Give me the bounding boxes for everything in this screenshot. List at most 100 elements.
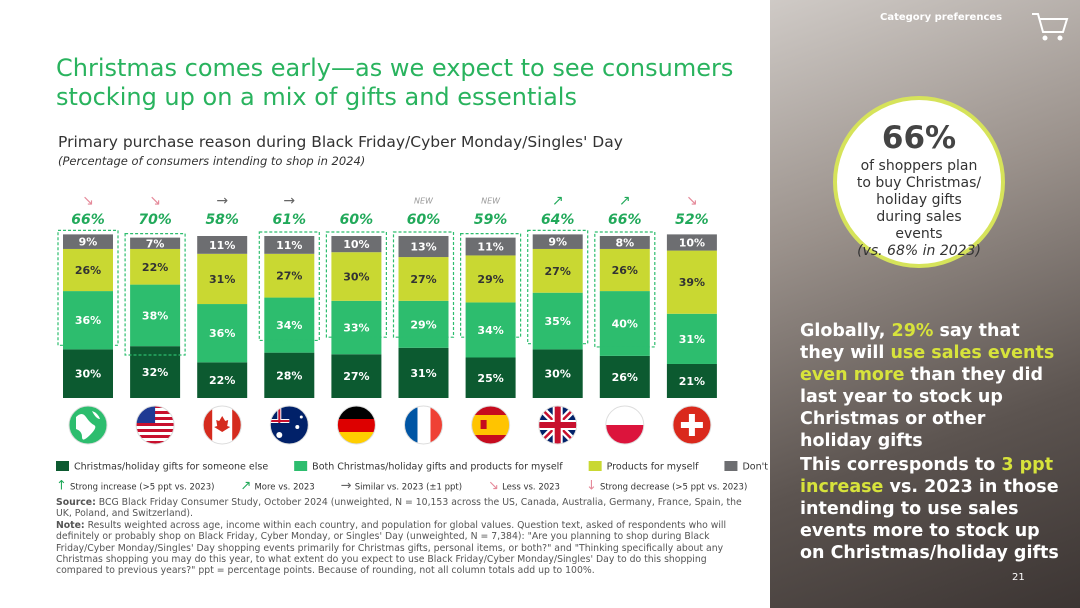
section-label: Category preferences bbox=[880, 12, 1003, 23]
flag-art bbox=[69, 406, 107, 444]
legend-swatch bbox=[294, 461, 308, 471]
data-label: 38% bbox=[142, 309, 168, 322]
flag-part bbox=[76, 411, 100, 440]
footnotes: Source: BCG Black Friday Consumer Study,… bbox=[56, 497, 756, 577]
flag-part bbox=[605, 425, 644, 444]
data-label: 7% bbox=[146, 237, 165, 250]
trend-marker: ↘ bbox=[686, 193, 698, 209]
highlight-segment: This corresponds to bbox=[800, 455, 1002, 475]
bar-segment bbox=[264, 236, 315, 254]
data-label: 27% bbox=[410, 273, 436, 286]
data-label: 40% bbox=[612, 317, 638, 330]
trend-marker: → bbox=[283, 193, 295, 209]
bar-segment bbox=[532, 292, 583, 350]
legend-swatch bbox=[724, 461, 738, 471]
bar-segment bbox=[666, 313, 717, 364]
flag-part bbox=[417, 406, 431, 444]
highlight-box bbox=[325, 231, 387, 338]
data-label: 26% bbox=[612, 371, 638, 384]
trend-legend-symbol: ↗ bbox=[240, 479, 251, 494]
flag-ring bbox=[336, 405, 376, 445]
bar-segment bbox=[331, 354, 382, 398]
flag bbox=[538, 405, 578, 445]
flag-part bbox=[270, 406, 309, 444]
flags bbox=[68, 405, 712, 445]
source-label: Source: bbox=[56, 497, 96, 508]
total-label: 64% bbox=[541, 212, 575, 228]
total-label: 60% bbox=[407, 212, 441, 228]
bar-segment bbox=[398, 257, 449, 301]
bar-segment bbox=[465, 255, 516, 303]
bar-segment bbox=[197, 362, 248, 398]
flag-part bbox=[471, 415, 510, 435]
flag bbox=[672, 405, 712, 445]
bar-segment bbox=[465, 357, 516, 398]
total-label: 60% bbox=[340, 212, 374, 228]
flag-art bbox=[404, 406, 443, 444]
bar-segment bbox=[331, 300, 382, 355]
bar-segment bbox=[599, 236, 650, 249]
data-label: 27% bbox=[276, 270, 302, 283]
bar-segment bbox=[63, 234, 113, 249]
flag bbox=[202, 405, 242, 445]
flag-part bbox=[214, 416, 231, 432]
flag-part bbox=[278, 406, 281, 423]
flag-part bbox=[299, 415, 303, 419]
highlight-box bbox=[527, 229, 589, 345]
highlight-box bbox=[258, 231, 320, 342]
flag-ring bbox=[269, 405, 309, 445]
data-label: 34% bbox=[276, 319, 302, 332]
highlight-segment: than they did last year to stock up Chri… bbox=[800, 365, 1043, 451]
trend-legend-label: Strong increase (>5 ppt vs. 2023) bbox=[70, 483, 214, 493]
flag-ring bbox=[672, 405, 712, 445]
bar-segment bbox=[130, 284, 181, 347]
flag-part bbox=[480, 420, 487, 429]
bar-segment bbox=[465, 237, 516, 256]
trend-legend-symbol: → bbox=[341, 479, 352, 494]
legend-swatch bbox=[588, 461, 602, 471]
data-label: 8% bbox=[615, 236, 634, 249]
highlight-box bbox=[57, 229, 119, 346]
bar-segment bbox=[666, 250, 717, 314]
flag-part bbox=[605, 406, 644, 425]
data-label: 22% bbox=[142, 261, 168, 274]
flag-ring bbox=[605, 405, 645, 445]
data-label: 26% bbox=[75, 264, 101, 277]
total-label: 52% bbox=[675, 212, 709, 228]
data-label: 29% bbox=[410, 318, 436, 331]
note-label: Note: bbox=[56, 519, 85, 531]
bar-segment bbox=[532, 248, 583, 293]
data-label: 33% bbox=[343, 322, 369, 335]
trend-marker: ↘ bbox=[149, 193, 161, 209]
bar-segment bbox=[666, 363, 717, 398]
highlight-box bbox=[392, 231, 455, 338]
trend-legend-symbol: ↘ bbox=[488, 479, 499, 494]
data-label: 11% bbox=[209, 239, 235, 252]
bar-segment bbox=[398, 300, 449, 348]
trend-marker: NEW bbox=[414, 197, 434, 206]
trend-legend-label: Less vs. 2023 bbox=[502, 483, 560, 493]
chart-title: Primary purchase reason during Black Fri… bbox=[58, 133, 623, 151]
data-label: 11% bbox=[276, 239, 302, 252]
data-label: 31% bbox=[209, 273, 235, 286]
highlight-paragraph: This corresponds to 3 ppt increase vs. 2… bbox=[800, 454, 1060, 564]
data-label: 22% bbox=[209, 374, 235, 387]
flag-part bbox=[295, 425, 300, 429]
flag bbox=[269, 405, 309, 445]
flag-part bbox=[136, 406, 156, 423]
data-label: 26% bbox=[612, 264, 638, 277]
flag-part bbox=[136, 429, 175, 432]
legend-label: Both Christmas/holiday gifts and product… bbox=[312, 462, 563, 473]
data-label: 31% bbox=[410, 367, 436, 380]
flag-part bbox=[337, 406, 376, 419]
callout-circle: 66% of shoppers plan to buy Christmas/ h… bbox=[833, 96, 1005, 268]
flag bbox=[135, 405, 175, 445]
callout-note: (vs. 68% in 2023) bbox=[857, 243, 981, 259]
data-label: 10% bbox=[343, 238, 369, 251]
bar-segment bbox=[63, 291, 113, 350]
highlight-box bbox=[594, 231, 656, 348]
source-text: BCG Black Friday Consumer Study, October… bbox=[56, 497, 742, 520]
bar-segment bbox=[599, 248, 650, 292]
flag-ring bbox=[538, 405, 578, 445]
data-label: 36% bbox=[209, 327, 235, 340]
